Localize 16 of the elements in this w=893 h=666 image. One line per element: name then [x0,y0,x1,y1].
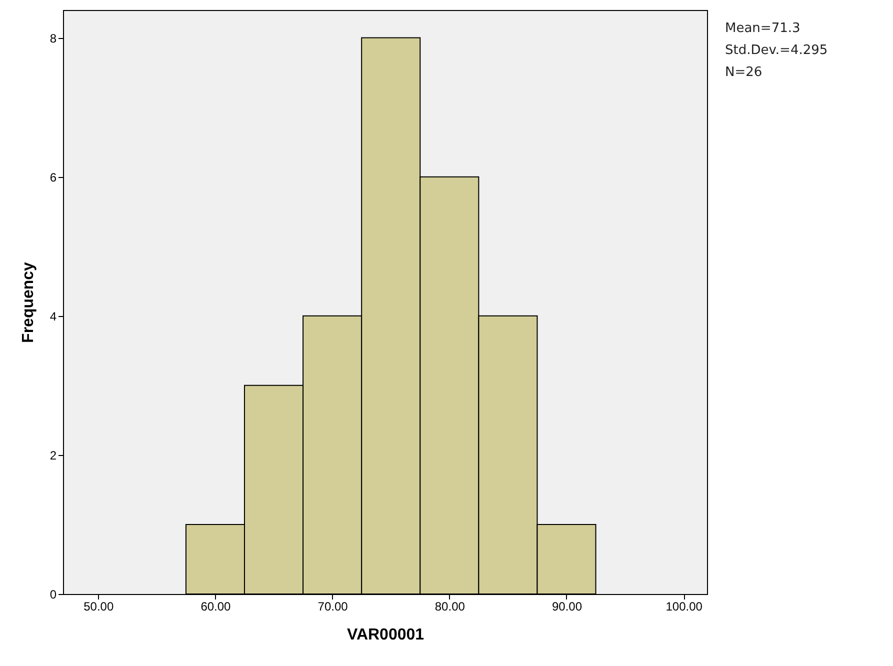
y-tick-label: 8 [50,31,57,46]
y-tick-label: 0 [50,588,57,602]
x-axis-title: VAR00001 [346,626,424,644]
x-tick-label: 60.00 [200,600,232,614]
x-tick-label: 80.00 [434,600,466,614]
y-tick-label: 4 [50,309,57,324]
x-tick-label: 70.00 [318,600,348,614]
x-tick-label: 90.00 [552,600,582,614]
y-tick-label: 2 [50,448,57,462]
y-axis-title: Frequency [20,262,37,343]
text: N=26 [725,64,764,82]
y-tick-label: 6 [50,170,57,184]
x-tick-label: 100.00 [666,600,703,614]
text: Std.Dev.=4.295 [725,42,828,60]
text: Mean=71.3 [725,20,802,38]
x-tick-label: 50.00 [84,600,114,614]
